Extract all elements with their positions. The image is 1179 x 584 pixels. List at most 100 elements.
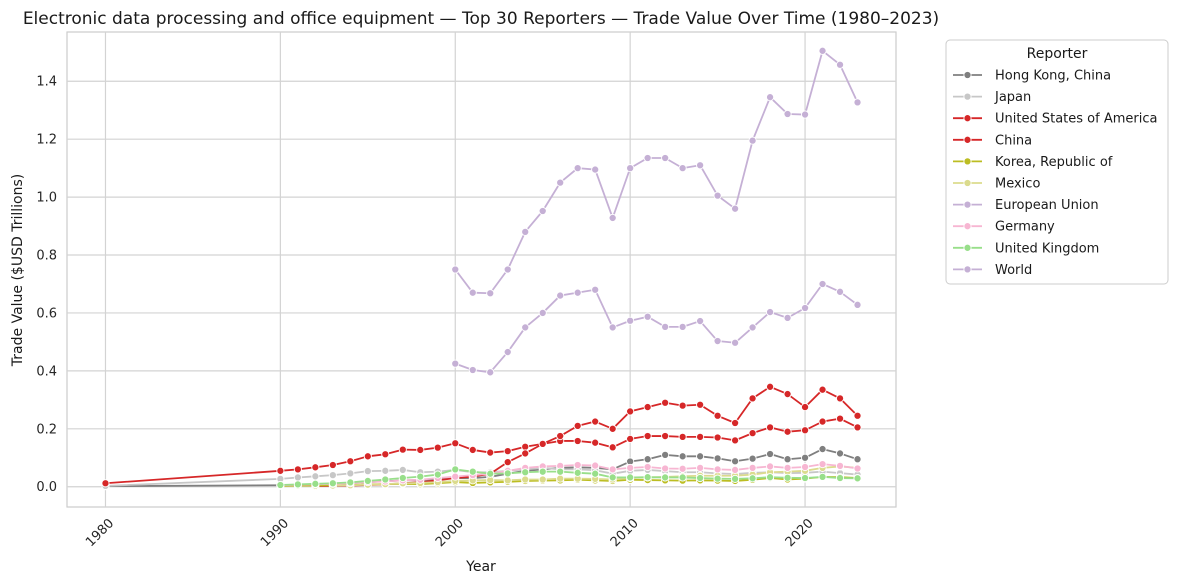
data-point (538, 206, 547, 216)
legend-label: Germany (995, 220, 1055, 235)
data-point (416, 445, 425, 454)
data-point (626, 407, 635, 416)
data-point (801, 303, 810, 313)
data-point (766, 93, 775, 102)
data-point (678, 452, 687, 461)
data-point (556, 178, 565, 187)
y-axis-ticks: 0.0 0.2 0.4 0.6 0.8 1.0 1.2 1.4 (36, 75, 57, 495)
legend-item: European Union (953, 198, 1099, 213)
y-tick-label: 0.4 (36, 364, 57, 379)
data-point (661, 153, 670, 163)
data-point (678, 432, 687, 441)
data-point (591, 461, 600, 470)
data-point (835, 287, 845, 296)
data-point (731, 457, 740, 466)
data-point (766, 423, 775, 432)
data-point (521, 468, 530, 477)
data-point (818, 472, 827, 481)
data-point (713, 474, 722, 483)
data-point (363, 467, 372, 476)
data-point (451, 265, 460, 274)
data-point (731, 418, 740, 428)
data-point (276, 480, 285, 490)
legend-item: World (953, 263, 1032, 278)
data-point (346, 457, 355, 466)
data-point (556, 291, 565, 300)
data-point (713, 433, 722, 442)
data-point (538, 308, 547, 317)
data-point (328, 460, 337, 470)
data-point (521, 475, 530, 484)
legend-swatch-marker (963, 135, 972, 144)
data-point (591, 469, 600, 478)
data-point (573, 288, 582, 297)
data-point (766, 462, 775, 471)
data-point (503, 265, 512, 274)
data-point (731, 436, 740, 445)
x-axis-ticks: 1980 1990 2000 2010 2020 (83, 516, 817, 550)
data-point (503, 347, 512, 357)
series-line (280, 468, 858, 486)
data-point (556, 431, 565, 441)
data-point (661, 473, 670, 482)
data-point (468, 467, 477, 476)
data-point (573, 460, 582, 470)
data-point (766, 473, 775, 482)
legend-swatch-marker (963, 243, 972, 252)
plot-area (66, 31, 897, 508)
data-point (678, 464, 687, 473)
data-point (328, 479, 337, 488)
series-united-states-of-america (101, 414, 862, 488)
data-point (835, 461, 845, 470)
series-european-union (451, 279, 862, 377)
data-point (293, 473, 302, 482)
data-point (783, 463, 792, 472)
legend-title: Reporter (1027, 46, 1088, 62)
data-point (626, 463, 635, 472)
y-tick-label: 0.6 (36, 306, 57, 321)
data-point (748, 136, 757, 145)
series-united-kingdom (276, 465, 862, 490)
legend-swatch-marker (963, 178, 972, 188)
legend-item: Korea, Republic of (953, 155, 1113, 170)
legend-label: Hong Kong, China (995, 69, 1111, 84)
y-tick-label: 1.4 (36, 75, 57, 90)
data-point (818, 460, 827, 469)
data-point (801, 453, 810, 462)
data-point (661, 322, 670, 331)
data-point (801, 462, 810, 472)
data-point (538, 467, 547, 476)
legend-swatch-marker (963, 92, 972, 101)
series-line (280, 463, 858, 487)
data-point (731, 474, 740, 483)
data-point (661, 431, 670, 441)
data-point (311, 479, 320, 488)
data-point (643, 312, 652, 321)
data-point (801, 473, 810, 483)
data-point (363, 476, 372, 485)
data-point (766, 449, 775, 459)
data-point (643, 473, 652, 482)
data-point (451, 359, 460, 368)
data-point (783, 473, 792, 482)
legend-item: United Kingdom (953, 241, 1099, 256)
data-point (608, 443, 617, 452)
data-point (381, 450, 390, 459)
data-point (556, 467, 565, 476)
data-point (573, 164, 582, 173)
data-point (731, 204, 740, 213)
legend-item: United States of America (953, 112, 1157, 127)
data-point (661, 450, 670, 459)
data-point (503, 476, 512, 485)
data-point (643, 403, 652, 412)
legend-label: United States of America (995, 112, 1157, 127)
data-point (678, 473, 687, 482)
data-point (398, 445, 407, 454)
data-point (486, 368, 495, 377)
legend-swatch-marker (963, 157, 972, 166)
data-point (748, 429, 757, 438)
data-point (503, 458, 512, 467)
legend-label: United Kingdom (995, 241, 1099, 256)
data-point (608, 424, 617, 433)
legend-items: Hong Kong, China Japan United States of Am… (953, 69, 1157, 278)
